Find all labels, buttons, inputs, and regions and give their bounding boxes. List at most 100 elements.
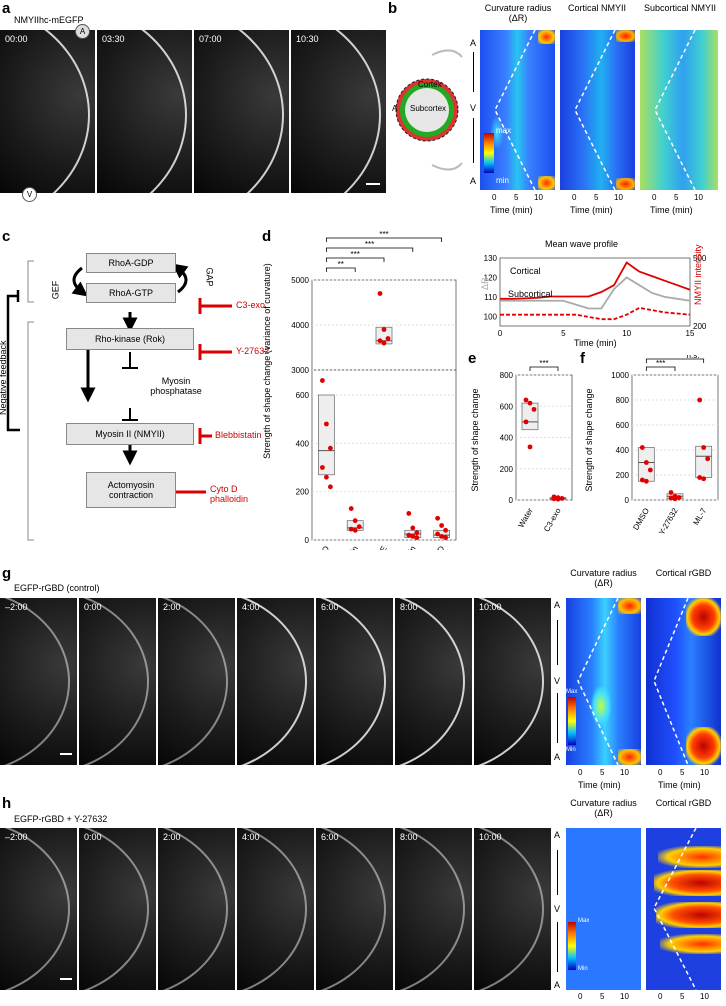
micrograph: –2:00: [0, 598, 77, 765]
inhibitor-blebbistatin: Blebbistatin: [215, 430, 262, 440]
axis-line: [473, 52, 474, 92]
y-tick-label: 600: [500, 402, 514, 411]
cbar-h-min: Min: [578, 966, 588, 972]
node-rhoa-gtp: RhoA-GTP: [86, 283, 176, 303]
mean-cortical-label: Cortical: [510, 266, 541, 276]
panel-h-title: EGFP-rGBD + Y-27632: [14, 814, 108, 824]
data-point: [647, 467, 653, 473]
micrograph: 10:30: [291, 30, 386, 193]
y-tick-label: 200: [296, 488, 310, 497]
data-point: [439, 533, 444, 539]
significance-label: ***: [656, 359, 665, 368]
timestamp: 4:00: [242, 602, 260, 612]
inhibitor-cytod: Cyto D phalloidin: [210, 484, 249, 504]
cortex-label: Cortex: [418, 80, 442, 89]
tick: 5: [594, 193, 599, 202]
timestamp: 6:00: [321, 602, 339, 612]
gef-label: GEF: [50, 280, 61, 300]
data-point: [639, 477, 645, 483]
significance-label: ***: [351, 250, 360, 259]
cbar-g-max: Max: [566, 689, 578, 695]
data-point: [406, 532, 412, 538]
kymograph-h-rgbd: [646, 828, 721, 990]
micrograph: 6:00: [316, 598, 393, 765]
marker-v: V: [22, 187, 37, 202]
kymo-b-title-1: Curvature radius (ΔR): [484, 3, 552, 23]
kymograph-g-curvature: [566, 598, 641, 765]
tick: 10: [694, 193, 703, 202]
node-myosin-phosphatase: Myosin phosphatase: [150, 376, 202, 396]
data-point: [381, 327, 387, 332]
kymo-b-xlabel-1: Time (min): [490, 205, 533, 215]
mean-right-label: NMYII intensity: [693, 244, 703, 305]
x-tick-label: 5: [561, 329, 566, 338]
y-tick-label: 600: [616, 421, 630, 430]
y-tick-label: 200: [616, 471, 630, 480]
axis-line: [557, 693, 558, 743]
plot-frame: [499, 257, 691, 327]
y-tick-label: 100: [484, 312, 498, 321]
panel-f-ylabel: Strength of shape change: [584, 388, 594, 492]
data-point: [697, 397, 703, 403]
colorbar-g: [568, 697, 576, 745]
y-tick-label: 110: [484, 293, 497, 302]
axis-line: [557, 620, 558, 665]
panel-d-ylabel: Strength of shape change (variance of cu…: [262, 263, 272, 459]
significance-bracket: [326, 267, 356, 272]
axis-g-v: V: [554, 676, 561, 686]
tick: 5: [600, 768, 605, 777]
data-point: [328, 484, 333, 490]
x-tick-label: MRLC OE: [363, 545, 389, 551]
data-point: [435, 531, 440, 537]
timestamp: 10:00: [479, 832, 502, 842]
axis-g-a-top: A: [554, 600, 561, 610]
data-point: [377, 291, 383, 296]
kymo-h-title-1: Curvature radius (ΔR): [570, 798, 637, 818]
data-point: [643, 460, 649, 465]
micrograph: –2:00: [0, 828, 77, 990]
panel-b-label: b: [388, 0, 398, 17]
axis-a-top: A: [470, 38, 477, 48]
negative-feedback-label: Negative feedback: [0, 340, 8, 415]
data-point: [527, 400, 533, 406]
panel-e-ylabel: Strength of shape change: [470, 388, 480, 492]
y-tick-label: 130: [484, 254, 498, 263]
axis-line: [557, 922, 558, 972]
node-actomyosin: Actomyosin contraction: [86, 472, 176, 508]
tick: 10: [700, 992, 709, 1001]
tick: 5: [680, 768, 685, 777]
chart-d: 3000 4000 5000 0 200 400 600 DMSOBlebbistatin MR…: [291, 230, 457, 551]
significance-bracket: [326, 247, 414, 252]
micrograph: 00:00: [0, 30, 95, 193]
data-point: [527, 444, 533, 450]
data-point: [551, 496, 557, 502]
panel-e-label: e: [468, 350, 477, 367]
data-point: [324, 421, 329, 427]
series-line: [500, 276, 691, 310]
data-point: [523, 397, 529, 403]
tick: 5: [680, 992, 685, 1001]
data-point: [352, 518, 358, 524]
x-tick-label: DMSO: [631, 507, 651, 532]
micrograph: 8:00: [395, 598, 472, 765]
axis-line: [557, 850, 558, 895]
significance-bracket: [645, 358, 705, 363]
timestamp: 2:00: [163, 832, 181, 842]
kymo-b-title-3: Subcortical NMYII: [643, 3, 717, 13]
subcortex-label: Subcortex: [410, 104, 447, 113]
timestamp: 2:00: [163, 602, 181, 612]
scale-bar: [60, 978, 72, 980]
micrograph: 03:30: [97, 30, 192, 193]
kymo-b-xlabel-2: Time (min): [570, 205, 613, 215]
kymo-g-xlabel-2: Time (min): [658, 780, 701, 790]
y-tick-label: 400: [616, 446, 630, 455]
significance-label: **: [338, 260, 344, 269]
data-point: [676, 495, 682, 500]
marker-a: A: [75, 24, 90, 39]
mean-title: Mean wave profile: [545, 239, 619, 249]
tick: 0: [578, 992, 583, 1001]
node-myosin-ii: Myosin II (NMYII): [66, 423, 194, 445]
data-point: [555, 496, 561, 502]
micrograph: 4:00: [237, 598, 314, 765]
colorbar-h: [568, 922, 576, 970]
